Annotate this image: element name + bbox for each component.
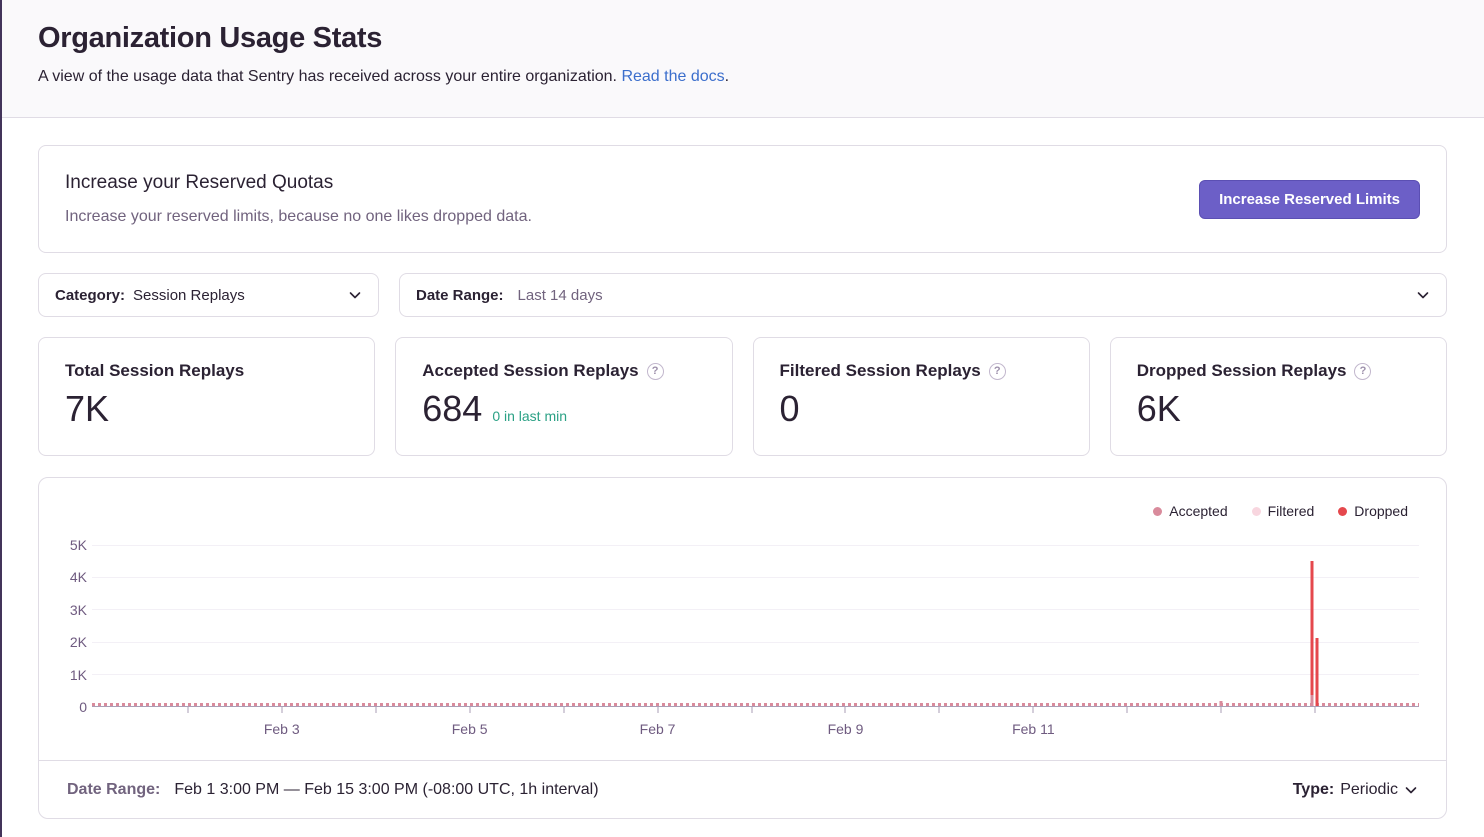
legend-item-dropped[interactable]: Dropped: [1338, 503, 1408, 519]
chart-bar-accepted: [1219, 701, 1223, 706]
increase-reserved-limits-button[interactable]: Increase Reserved Limits: [1199, 179, 1420, 219]
chart-type-value: Periodic: [1340, 780, 1398, 798]
x-axis-tick: [187, 707, 189, 713]
chart-bar-accepted: [1310, 694, 1313, 706]
main-content: Increase your Reserved Quotas Increase y…: [2, 118, 1484, 819]
x-axis-tick-label: Feb 11: [1012, 721, 1055, 737]
x-axis-tick: [281, 707, 283, 713]
x-axis-tick: [938, 707, 940, 713]
x-axis-tick-label: Feb 3: [263, 721, 300, 737]
x-axis-tick: [1314, 707, 1316, 713]
x-axis-tick: [844, 707, 846, 713]
footer-date-range-label: Date Range:: [67, 780, 161, 798]
filtered-series-dot-icon: [1251, 506, 1261, 516]
stat-card-total-title: Total Session Replays: [65, 361, 245, 380]
page-subtitle-text: A view of the usage data that Sentry has…: [38, 68, 617, 85]
help-icon[interactable]: ?: [1354, 362, 1372, 380]
x-axis-tick: [469, 707, 471, 713]
category-select-label: Category:: [55, 286, 126, 304]
stat-card-accepted-title: Accepted Session Replays: [422, 361, 639, 380]
y-axis-labels: 5K 4K 3K 2K 1K 0: [69, 537, 87, 715]
x-axis-tick: [657, 707, 659, 713]
stat-card-accepted: Accepted Session Replays ? 684 0 in last…: [395, 337, 733, 456]
dropped-series-dot-icon: [1338, 506, 1348, 516]
chart-type-label: Type:: [1292, 780, 1335, 798]
chevron-down-icon: [349, 292, 361, 299]
stat-card-filtered: Filtered Session Replays ? 0: [752, 337, 1090, 456]
page-title: Organization Usage Stats: [38, 22, 383, 54]
chevron-down-icon: [1417, 292, 1429, 299]
legend-item-filtered-label: Filtered: [1267, 503, 1315, 519]
stat-card-dropped-value: 6K: [1136, 388, 1181, 429]
x-axis-tick: [563, 707, 565, 713]
legend-item-accepted-label: Accepted: [1169, 503, 1228, 519]
date-range-select-value: Last 14 days: [517, 286, 603, 304]
date-range-select-label: Date Range:: [416, 286, 504, 304]
legend-item-accepted[interactable]: Accepted: [1153, 503, 1228, 519]
stats-row: Total Session Replays 7K Accepted Sessio…: [38, 337, 1447, 456]
legend-item-filtered[interactable]: Filtered: [1251, 503, 1315, 519]
gridline: [92, 641, 1419, 643]
category-select-value: Session Replays: [133, 286, 245, 304]
x-axis-tick: [1126, 707, 1128, 713]
reserved-quota-subtitle: Increase your reserved limits, because n…: [65, 208, 532, 225]
stat-card-accepted-sub: 0 in last min: [492, 408, 568, 424]
x-axis-tick: [375, 707, 377, 713]
x-axis-tick-label: Feb 7: [639, 721, 676, 737]
date-range-select[interactable]: Date Range: Last 14 days: [399, 273, 1447, 317]
read-the-docs-link[interactable]: Read the docs: [621, 68, 725, 85]
reserved-quota-text: Increase your Reserved Quotas Increase y…: [65, 172, 532, 226]
chart-footer: Date Range: Feb 1 3:00 PM — Feb 15 3:00 …: [39, 760, 1446, 818]
help-icon[interactable]: ?: [646, 362, 664, 380]
x-axis-tick: [751, 707, 753, 713]
gridline: [92, 577, 1419, 579]
stat-card-filtered-title: Filtered Session Replays: [779, 361, 981, 380]
stat-card-dropped: Dropped Session Replays ? 6K: [1109, 337, 1447, 456]
chart-bar-dropped: [1310, 561, 1313, 695]
x-axis-tick-label: Feb 5: [451, 721, 488, 737]
stat-card-total-value: 7K: [65, 388, 110, 429]
x-axis-tick: [1220, 707, 1222, 713]
gridline: [92, 673, 1419, 675]
chart-bar-dropped: [1315, 638, 1319, 706]
legend-item-dropped-label: Dropped: [1354, 503, 1408, 519]
stat-card-filtered-value: 0: [779, 388, 800, 429]
stat-card-total: Total Session Replays 7K: [38, 337, 376, 456]
accepted-baseline-bars: [92, 703, 1419, 706]
reserved-quota-card: Increase your Reserved Quotas Increase y…: [38, 145, 1447, 253]
stat-card-dropped-title: Dropped Session Replays: [1136, 361, 1347, 380]
filter-row: Category: Session Replays Date Range: La…: [38, 273, 1447, 317]
stat-card-accepted-value: 684: [422, 388, 483, 429]
chevron-down-icon: [1405, 786, 1417, 793]
footer-date-range-value: Feb 1 3:00 PM — Feb 15 3:00 PM (-08:00 U…: [174, 780, 599, 798]
x-axis-labels: Feb 3 Feb 5 Feb 7 Feb 9 Feb 11: [92, 721, 1419, 741]
x-axis-tick-label: Feb 9: [827, 721, 864, 737]
page-subtitle: A view of the usage data that Sentry has…: [38, 68, 1448, 86]
usage-chart-card: Accepted Filtered Dropped 5K 4K 3K 2K 1K 0 Fe…: [38, 477, 1447, 819]
reserved-quota-title: Increase your Reserved Quotas: [65, 172, 334, 193]
gridline: [92, 609, 1419, 611]
plot-area[interactable]: [92, 545, 1419, 713]
x-axis-tick: [1032, 707, 1034, 713]
accepted-series-dot-icon: [1153, 506, 1163, 516]
chart-legend: Accepted Filtered Dropped: [1153, 503, 1408, 519]
gridline: [92, 545, 1419, 546]
help-icon[interactable]: ?: [988, 362, 1006, 380]
chart-type-select[interactable]: Type: Periodic: [1293, 781, 1418, 799]
page-header: Organization Usage Stats A view of the u…: [2, 0, 1484, 118]
subtitle-period: .: [724, 68, 730, 85]
category-select[interactable]: Category: Session Replays: [38, 273, 379, 317]
